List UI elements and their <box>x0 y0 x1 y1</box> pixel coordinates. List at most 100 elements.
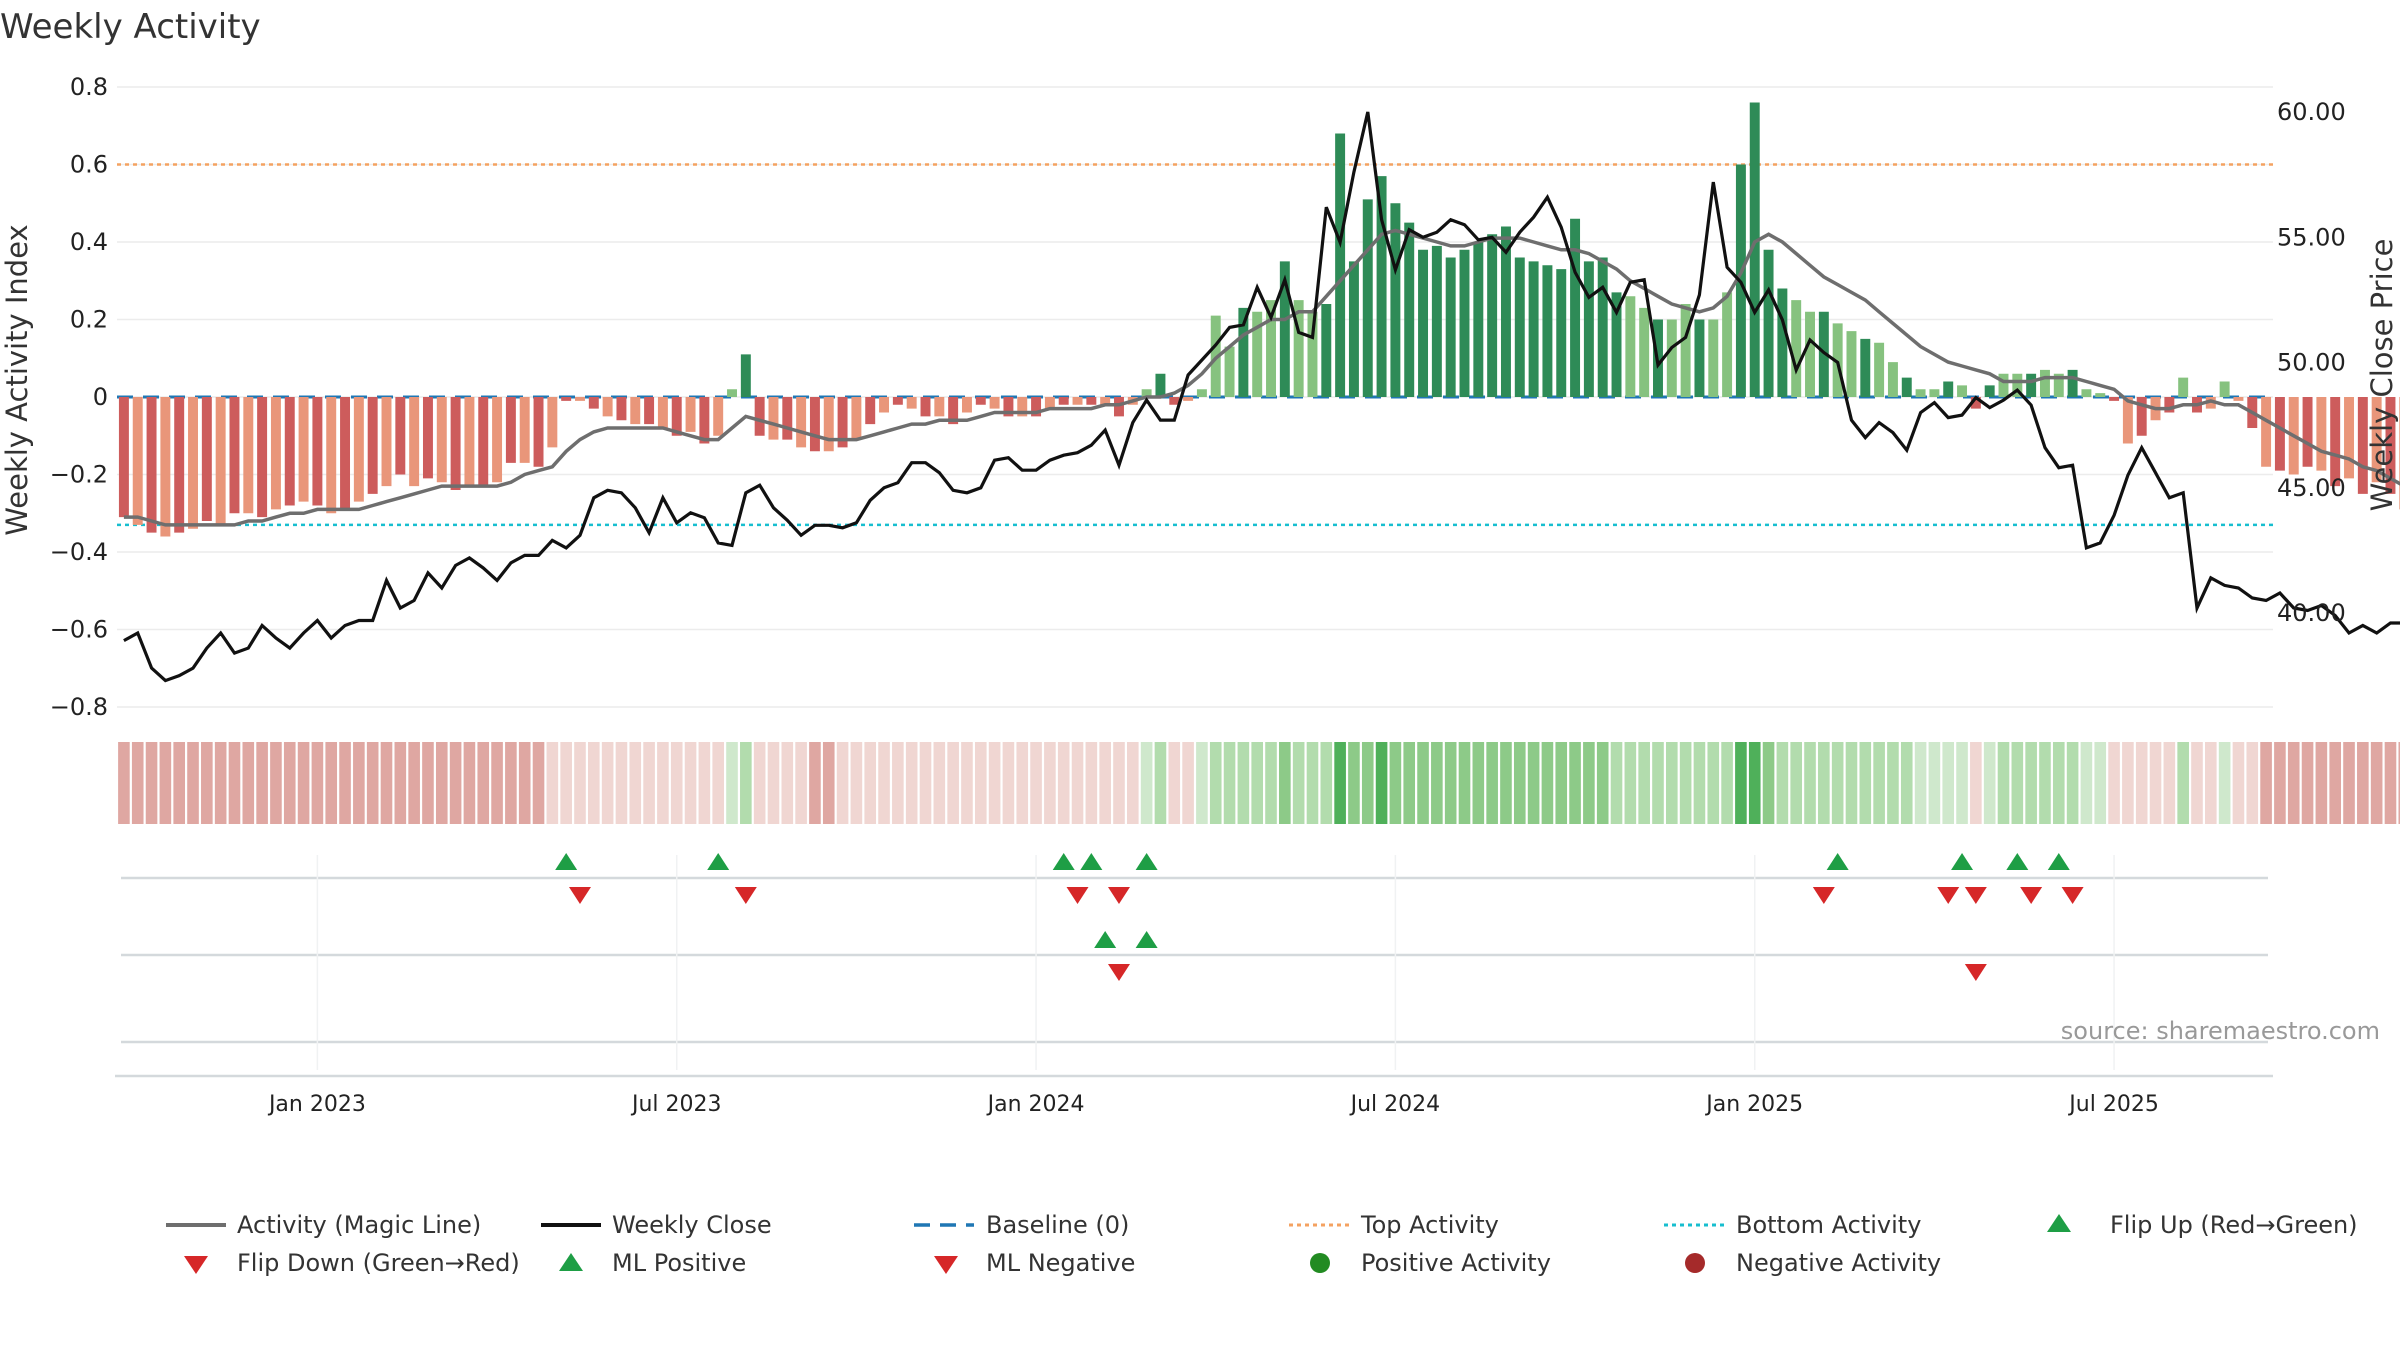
heat-strip-cell <box>684 742 697 824</box>
activity-bar <box>1031 397 1042 417</box>
activity-bar <box>1196 389 1207 397</box>
activity-bar <box>1998 373 2009 397</box>
source-note: source: sharemaestro.com <box>2061 1017 2380 1045</box>
heat-strip-cell <box>767 742 780 824</box>
y2-tick-label: 60.00 <box>2277 98 2346 126</box>
heat-strip-cell <box>1970 742 1982 824</box>
heat-strip-cell <box>2398 742 2400 824</box>
heat-strip-cell <box>1292 742 1305 824</box>
y2-tick-label: 50.00 <box>2277 349 2346 377</box>
heat-strip-cell <box>726 742 738 824</box>
heat-strip-cell <box>1251 742 1263 824</box>
legend-ml-positive: ML Positive <box>612 1249 746 1277</box>
flip-markers-panel <box>115 853 2273 1078</box>
activity-bar <box>243 397 254 514</box>
activity-bar <box>906 397 917 409</box>
x-tick-label: Jul 2025 <box>2067 1092 2159 1117</box>
activity-bar <box>644 397 655 425</box>
heat-strip-cell <box>1044 742 1056 824</box>
heat-strip-cell <box>1583 742 1595 824</box>
activity-bar <box>2357 397 2368 494</box>
activity-bar <box>588 397 599 409</box>
reference-lines <box>117 163 2273 527</box>
activity-bar <box>1943 381 1954 397</box>
ml-negative-marker <box>1964 964 1987 981</box>
heat-strip-cell <box>1306 742 1319 824</box>
heat-strip-cell <box>822 742 835 824</box>
heat-strip-cell <box>1555 742 1568 824</box>
activity-bar <box>616 397 627 421</box>
activity-bar <box>2205 397 2216 409</box>
heat-strip-cell <box>2066 742 2079 824</box>
activity-bar <box>1625 296 1636 397</box>
heat-strip-cell <box>118 742 130 824</box>
activity-bar <box>381 397 392 487</box>
x-tick-label: Jan 2025 <box>1704 1092 1803 1117</box>
activity-bar <box>1487 234 1498 397</box>
heat-strip-cell <box>2094 742 2107 824</box>
heat-strip-cell <box>283 742 296 824</box>
activity-bar <box>395 397 406 475</box>
heat-strip-cell <box>1099 742 1111 824</box>
flip-up-marker <box>1826 853 1849 870</box>
heat-strip-cell <box>532 742 545 824</box>
activity-bar <box>1514 257 1525 397</box>
heat-strip-cell <box>1569 742 1581 824</box>
heat-strip-cell <box>1638 742 1650 824</box>
heat-strip-cell <box>1279 742 1291 824</box>
heat-strip-cell <box>201 742 213 824</box>
heat-strip-cell <box>1002 742 1015 824</box>
heat-strip-cell <box>560 742 572 824</box>
heat-strip-cell <box>353 742 365 824</box>
activity-bar <box>367 397 378 494</box>
activity-bar <box>1141 389 1152 397</box>
heat-strip-cell <box>1154 742 1167 824</box>
activity-bar <box>1376 176 1387 397</box>
heat-strip-cell <box>2218 742 2231 824</box>
activity-bar <box>1321 304 1332 397</box>
flip-up-marker <box>1951 853 1974 870</box>
activity-bar <box>2261 397 2272 467</box>
heat-strip-cell <box>394 742 407 824</box>
activity-bar <box>547 397 558 448</box>
y-tick-label: 0.6 <box>70 151 108 179</box>
activity-bar <box>1860 338 1871 397</box>
heat-strip-cell <box>1209 742 1222 824</box>
activity-bar <box>2371 397 2382 483</box>
heat-strip-cell <box>1596 742 1609 824</box>
activity-bar <box>2344 397 2354 479</box>
activity-bar <box>409 397 420 487</box>
heat-strip-cell <box>145 742 158 824</box>
heat-strip-cell <box>2025 742 2037 824</box>
heat-strip-cell <box>961 742 973 824</box>
y2-axis-label: Weekly Close Price <box>2365 239 2399 512</box>
flip-down-marker <box>1964 887 1987 904</box>
activity-bar <box>2109 397 2120 401</box>
activity-bar <box>1597 257 1608 397</box>
heat-strip-cell <box>1900 742 1913 824</box>
heat-strip-cell <box>1873 742 1885 824</box>
heat-strip-cell <box>1887 742 1899 824</box>
activity-bar <box>312 397 323 506</box>
y-axis-ticks: 0.8 0.6 0.4 0.2 0 −0.2 −0.4 −0.6 −0.8 <box>50 73 108 721</box>
activity-bar <box>699 397 710 444</box>
activity-bar <box>1169 397 1180 405</box>
activity-bar <box>533 397 544 467</box>
heat-strip-cell <box>2357 742 2369 824</box>
activity-bar <box>2302 397 2313 467</box>
activity-bar <box>1348 261 1359 397</box>
legend-bottom-activity: Bottom Activity <box>1736 1211 1921 1239</box>
heat-strip-cell <box>670 742 683 824</box>
activity-bar <box>561 397 572 401</box>
activity-bar <box>671 397 682 436</box>
legend-magic-line: Activity (Magic Line) <box>237 1211 481 1239</box>
activity-bar <box>1252 311 1263 397</box>
legend-flip-up: Flip Up (Red→Green) <box>2110 1211 2358 1239</box>
activity-bar <box>1183 397 1194 401</box>
heat-strip-cell <box>919 742 932 824</box>
activity-bar <box>1970 397 1981 409</box>
heat-strip-cell <box>878 742 890 824</box>
heat-strip-cell <box>2135 742 2148 824</box>
activity-bar <box>851 397 862 440</box>
activity-bar <box>685 397 696 432</box>
